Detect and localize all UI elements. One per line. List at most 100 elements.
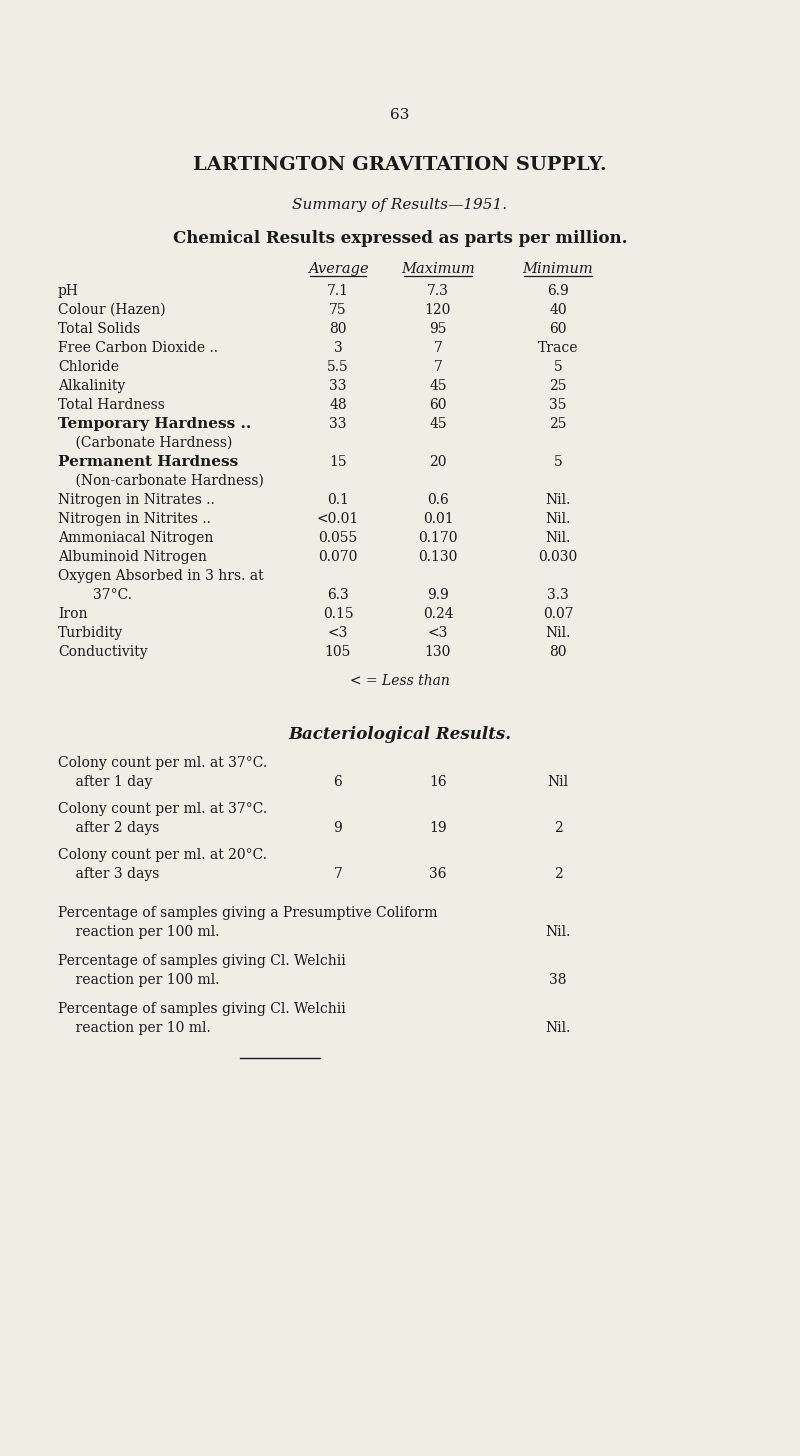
Text: pH: pH <box>58 284 79 298</box>
Text: after 2 days: after 2 days <box>58 821 159 834</box>
Text: Colony count per ml. at 37°C.: Colony count per ml. at 37°C. <box>58 756 267 770</box>
Text: 60: 60 <box>550 322 566 336</box>
Text: 0.055: 0.055 <box>318 531 358 545</box>
Text: Colony count per ml. at 20°C.: Colony count per ml. at 20°C. <box>58 847 267 862</box>
Text: 120: 120 <box>425 303 451 317</box>
Text: Turbidity: Turbidity <box>58 626 123 641</box>
Text: Total Solids: Total Solids <box>58 322 140 336</box>
Text: (Carbonate Hardness): (Carbonate Hardness) <box>58 435 232 450</box>
Text: Percentage of samples giving Cl. Welchii: Percentage of samples giving Cl. Welchii <box>58 1002 346 1016</box>
Text: (Non-carbonate Hardness): (Non-carbonate Hardness) <box>58 475 264 488</box>
Text: Nitrogen in Nitrites ..: Nitrogen in Nitrites .. <box>58 513 211 526</box>
Text: 3.3: 3.3 <box>547 588 569 601</box>
Text: Colour (Hazen): Colour (Hazen) <box>58 303 166 317</box>
Text: 2: 2 <box>554 866 562 881</box>
Text: Nil.: Nil. <box>546 531 570 545</box>
Text: 38: 38 <box>550 973 566 987</box>
Text: 0.15: 0.15 <box>322 607 354 622</box>
Text: 7: 7 <box>434 341 442 355</box>
Text: 45: 45 <box>429 416 447 431</box>
Text: 37°C.: 37°C. <box>58 588 132 601</box>
Text: 45: 45 <box>429 379 447 393</box>
Text: 33: 33 <box>330 379 346 393</box>
Text: 0.030: 0.030 <box>538 550 578 563</box>
Text: Chloride: Chloride <box>58 360 119 374</box>
Text: 5: 5 <box>554 360 562 374</box>
Text: 63: 63 <box>390 108 410 122</box>
Text: Permanent Hardness: Permanent Hardness <box>58 454 238 469</box>
Text: Nil.: Nil. <box>546 513 570 526</box>
Text: Total Hardness: Total Hardness <box>58 397 165 412</box>
Text: 105: 105 <box>325 645 351 660</box>
Text: < = Less than: < = Less than <box>350 674 450 689</box>
Text: 0.1: 0.1 <box>327 494 349 507</box>
Text: 130: 130 <box>425 645 451 660</box>
Text: 80: 80 <box>330 322 346 336</box>
Text: 0.6: 0.6 <box>427 494 449 507</box>
Text: Nil.: Nil. <box>546 494 570 507</box>
Text: after 1 day: after 1 day <box>58 775 152 789</box>
Text: Minimum: Minimum <box>522 262 594 277</box>
Text: Albuminoid Nitrogen: Albuminoid Nitrogen <box>58 550 207 563</box>
Text: 3: 3 <box>334 341 342 355</box>
Text: 40: 40 <box>549 303 567 317</box>
Text: 5: 5 <box>554 454 562 469</box>
Text: LARTINGTON GRAVITATION SUPPLY.: LARTINGTON GRAVITATION SUPPLY. <box>193 156 607 175</box>
Text: 35: 35 <box>550 397 566 412</box>
Text: Chemical Results expressed as parts per million.: Chemical Results expressed as parts per … <box>173 230 627 248</box>
Text: <3: <3 <box>328 626 348 641</box>
Text: 7.1: 7.1 <box>327 284 349 298</box>
Text: Temporary Hardness ..: Temporary Hardness .. <box>58 416 251 431</box>
Text: <3: <3 <box>428 626 448 641</box>
Text: 6.9: 6.9 <box>547 284 569 298</box>
Text: Free Carbon Dioxide ..: Free Carbon Dioxide .. <box>58 341 218 355</box>
Text: 6.3: 6.3 <box>327 588 349 601</box>
Text: Nil.: Nil. <box>546 626 570 641</box>
Text: 95: 95 <box>430 322 446 336</box>
Text: 0.01: 0.01 <box>422 513 454 526</box>
Text: after 3 days: after 3 days <box>58 866 159 881</box>
Text: Trace: Trace <box>538 341 578 355</box>
Text: 5.5: 5.5 <box>327 360 349 374</box>
Text: Percentage of samples giving a Presumptive Coliform: Percentage of samples giving a Presumpti… <box>58 906 438 920</box>
Text: 0.24: 0.24 <box>422 607 454 622</box>
Text: 36: 36 <box>430 866 446 881</box>
Text: Bacteriological Results.: Bacteriological Results. <box>289 727 511 743</box>
Text: Colony count per ml. at 37°C.: Colony count per ml. at 37°C. <box>58 802 267 815</box>
Text: 6: 6 <box>334 775 342 789</box>
Text: reaction per 100 ml.: reaction per 100 ml. <box>58 973 219 987</box>
Text: 60: 60 <box>430 397 446 412</box>
Text: 7.3: 7.3 <box>427 284 449 298</box>
Text: 0.170: 0.170 <box>418 531 458 545</box>
Text: reaction per 10 ml.: reaction per 10 ml. <box>58 1021 210 1035</box>
Text: Nil: Nil <box>547 775 569 789</box>
Text: 0.07: 0.07 <box>542 607 574 622</box>
Text: 15: 15 <box>329 454 347 469</box>
Text: Nitrogen in Nitrates ..: Nitrogen in Nitrates .. <box>58 494 214 507</box>
Text: Percentage of samples giving Cl. Welchii: Percentage of samples giving Cl. Welchii <box>58 954 346 968</box>
Text: 75: 75 <box>329 303 347 317</box>
Text: 0.130: 0.130 <box>418 550 458 563</box>
Text: reaction per 100 ml.: reaction per 100 ml. <box>58 925 219 939</box>
Text: 7: 7 <box>434 360 442 374</box>
Text: 9.9: 9.9 <box>427 588 449 601</box>
Text: 16: 16 <box>429 775 447 789</box>
Text: Ammoniacal Nitrogen: Ammoniacal Nitrogen <box>58 531 214 545</box>
Text: 9: 9 <box>334 821 342 834</box>
Text: Nil.: Nil. <box>546 925 570 939</box>
Text: Conductivity: Conductivity <box>58 645 148 660</box>
Text: 0.070: 0.070 <box>318 550 358 563</box>
Text: 25: 25 <box>550 416 566 431</box>
Text: 48: 48 <box>329 397 347 412</box>
Text: 2: 2 <box>554 821 562 834</box>
Text: Iron: Iron <box>58 607 87 622</box>
Text: 7: 7 <box>334 866 342 881</box>
Text: 25: 25 <box>550 379 566 393</box>
Text: 19: 19 <box>429 821 447 834</box>
Text: 33: 33 <box>330 416 346 431</box>
Text: 20: 20 <box>430 454 446 469</box>
Text: <0.01: <0.01 <box>317 513 359 526</box>
Text: Average: Average <box>308 262 368 277</box>
Text: Alkalinity: Alkalinity <box>58 379 126 393</box>
Text: Maximum: Maximum <box>401 262 475 277</box>
